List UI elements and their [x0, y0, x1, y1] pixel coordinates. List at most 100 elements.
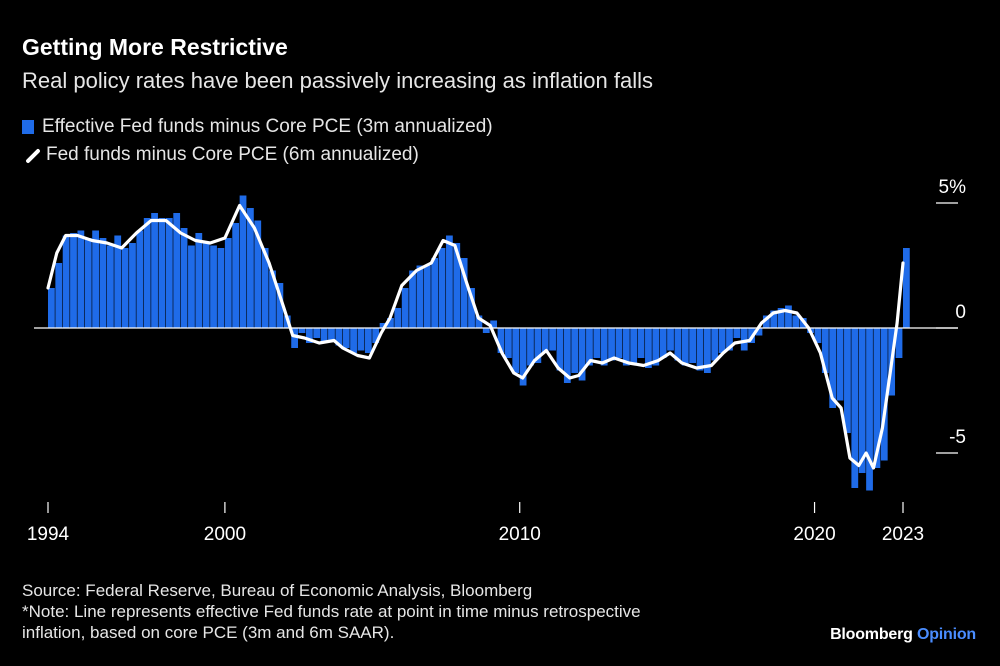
bar [696, 328, 704, 371]
bar [121, 248, 129, 328]
brand-logo: Bloomberg Opinion [830, 626, 976, 644]
bar [291, 328, 299, 348]
bar [880, 328, 888, 461]
bar [335, 328, 343, 346]
bar [70, 233, 77, 328]
bar [497, 328, 505, 353]
bar [534, 328, 542, 363]
y-tick-label: 0 [955, 302, 966, 323]
bar [527, 328, 534, 366]
bar [342, 328, 350, 348]
bar [438, 248, 446, 328]
bar [423, 265, 431, 328]
bar [645, 328, 652, 368]
bar [247, 208, 254, 328]
bar [622, 328, 630, 366]
bar [630, 328, 638, 363]
bar [84, 238, 92, 328]
bar [851, 328, 859, 488]
note-line-2: inflation, based on core PCE (3m and 6m … [22, 623, 395, 642]
bar [158, 218, 166, 328]
bar [652, 328, 660, 366]
bar [549, 328, 556, 351]
bar [844, 328, 851, 433]
bar [151, 213, 158, 328]
bar [637, 328, 645, 358]
bar [578, 328, 586, 381]
bar [814, 328, 822, 343]
chart-title: Getting More Restrictive [22, 34, 288, 60]
bar [718, 328, 726, 353]
bar [453, 243, 461, 328]
bar [490, 320, 498, 328]
bar [711, 328, 719, 361]
bar [401, 288, 409, 328]
bar [475, 315, 483, 328]
bar [409, 270, 416, 328]
bar [364, 328, 372, 353]
bar [254, 220, 262, 328]
bar [173, 213, 181, 328]
bar [62, 235, 70, 328]
bar [460, 258, 468, 328]
chart-subtitle: Real policy rates have been passively in… [22, 68, 654, 93]
bar [357, 328, 365, 351]
bar [320, 328, 328, 343]
bar [269, 270, 276, 328]
bar [895, 328, 903, 358]
bar [777, 308, 785, 328]
bar [92, 230, 99, 328]
bar [755, 328, 763, 336]
bar [733, 328, 741, 338]
note-line-1: *Note: Line represents effective Fed fun… [22, 602, 641, 621]
bar [659, 328, 667, 358]
bar [821, 328, 829, 373]
bar [387, 318, 394, 328]
bar [681, 328, 689, 366]
bar [416, 265, 424, 328]
brand-main: Bloomberg [830, 626, 913, 643]
bar [350, 328, 357, 353]
bar [379, 323, 387, 328]
x-tick-label: 1994 [27, 524, 70, 545]
bar [858, 328, 866, 473]
legend-item-line: Fed funds minus Core PCE (6m annualized) [22, 144, 419, 166]
bar [372, 328, 380, 343]
brand-accent: Opinion [916, 626, 976, 643]
bar [210, 245, 217, 328]
bar [689, 328, 697, 363]
y-tick-label: 5% [939, 177, 967, 198]
bar [556, 328, 564, 371]
bar [468, 288, 475, 328]
source-text: Source: Federal Reserve, Bureau of Econo… [22, 581, 533, 600]
bar [180, 228, 188, 328]
legend-bar-label: Effective Fed funds minus Core PCE (3m a… [42, 116, 493, 137]
bar [136, 230, 144, 328]
bar [866, 328, 873, 491]
bar [195, 233, 203, 328]
bar [305, 328, 313, 343]
legend-bar-swatch [22, 120, 34, 134]
bar [143, 218, 151, 328]
bar [903, 248, 910, 328]
bar [593, 328, 601, 358]
bar [202, 243, 210, 328]
legend-line-label: Fed funds minus Core PCE (6m annualized) [46, 144, 419, 165]
chart-footer: Source: Federal Reserve, Bureau of Econo… [22, 580, 822, 643]
bar-series [48, 195, 910, 491]
bar [114, 235, 122, 328]
bar [232, 223, 240, 328]
bar [873, 328, 881, 468]
bar [740, 328, 748, 351]
bar [77, 230, 85, 328]
y-tick-label: -5 [949, 427, 966, 448]
bar [762, 315, 770, 328]
bar [836, 328, 844, 401]
bar [615, 328, 623, 358]
x-tick-label: 2020 [793, 524, 835, 545]
bar [600, 328, 608, 366]
bar [313, 328, 321, 338]
bar [217, 248, 225, 328]
bar [48, 288, 55, 328]
